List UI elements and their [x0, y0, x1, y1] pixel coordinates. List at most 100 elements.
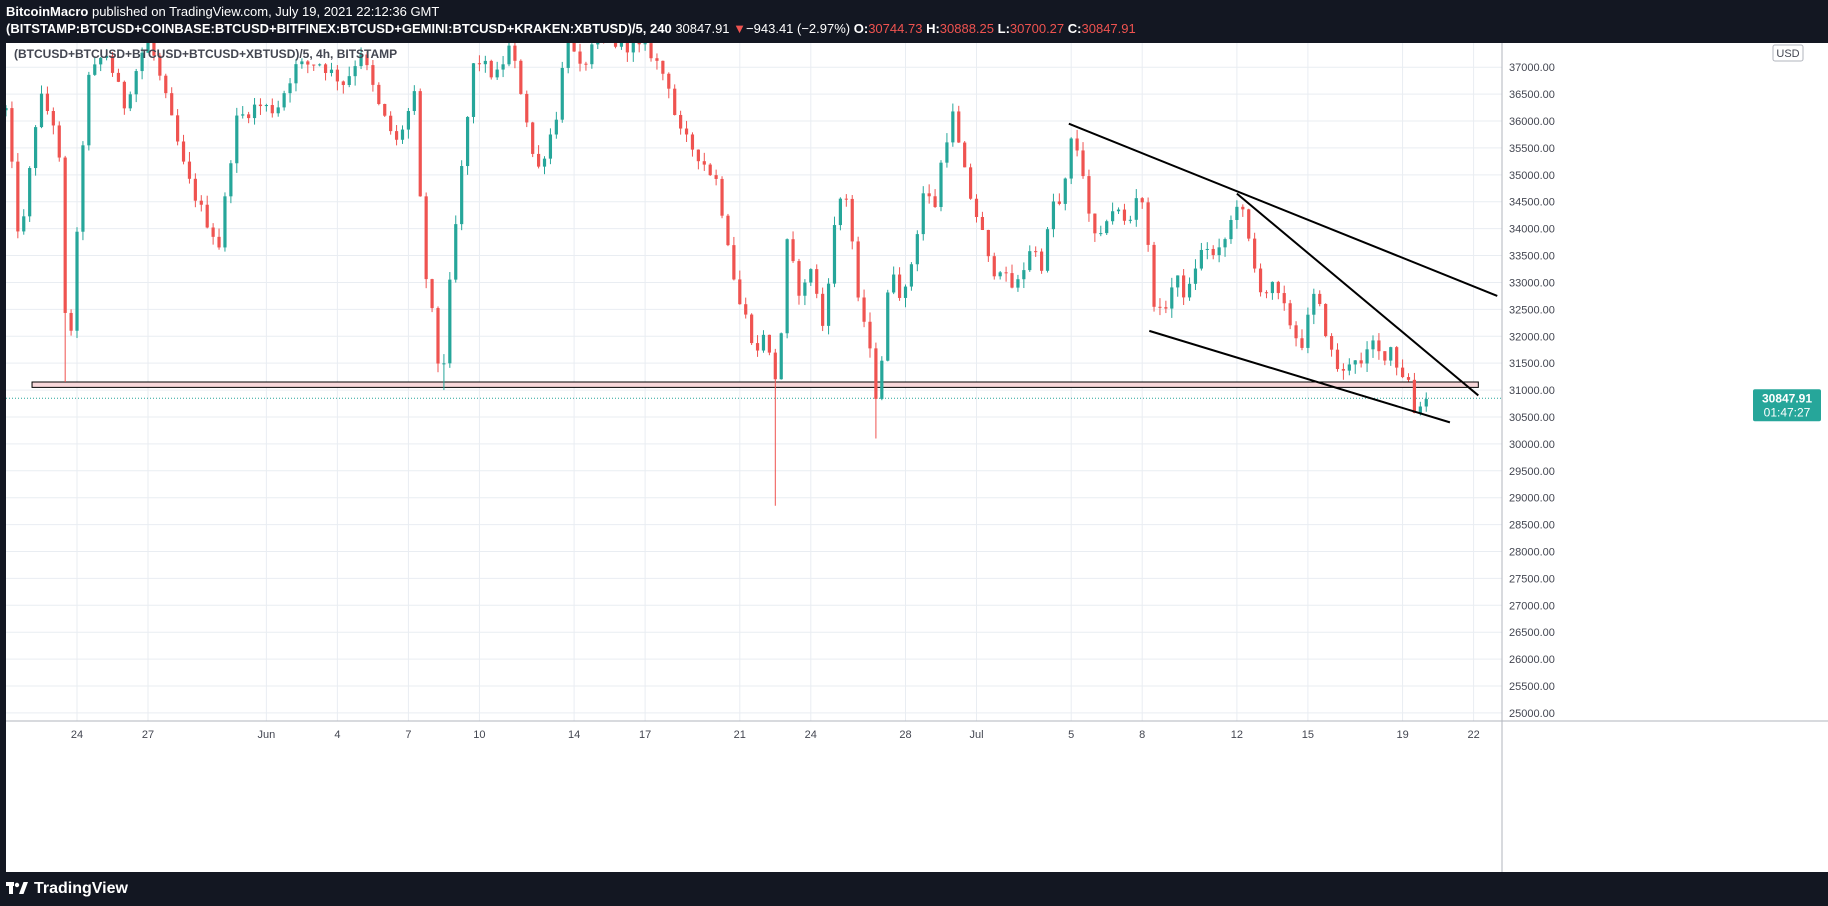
candle-body — [1229, 220, 1233, 240]
candle-body — [1045, 229, 1050, 271]
candle-body — [1258, 268, 1263, 293]
candle-body — [282, 93, 286, 108]
price-chart[interactable]: (BTCUSD+BTCUSD+BTCUSD+BTCUSD+XBTUSD)/5, … — [4, 26, 1828, 872]
candle-body — [1016, 279, 1020, 288]
candle-body — [655, 58, 659, 61]
candle-body — [1282, 293, 1286, 304]
y-tick-label: 31500.00 — [1509, 358, 1555, 370]
y-tick-label: 27500.00 — [1509, 573, 1555, 585]
candle-body — [744, 304, 748, 315]
candle-body — [886, 292, 890, 361]
candle-body — [951, 111, 955, 143]
candle-body — [933, 196, 937, 207]
candle-body — [501, 64, 505, 70]
candle-body — [590, 44, 594, 65]
candle-body — [164, 75, 168, 94]
candle-body — [1199, 249, 1203, 269]
candle-body — [673, 88, 677, 115]
candle-body — [128, 94, 132, 109]
candle-body — [247, 114, 251, 119]
time-axis[interactable]: 24 27 Jun 4 7 10 14 17 21 24 28 Jul 5 8 12 15 19 22 — [6, 720, 1828, 741]
y-tick-label: 32500.00 — [1509, 304, 1555, 316]
candle-body — [667, 73, 671, 89]
y-tick-label: 35000.00 — [1509, 170, 1555, 182]
candle-body — [1116, 209, 1121, 212]
candle-body — [708, 164, 712, 176]
candle-body — [436, 308, 440, 364]
candle-body — [785, 239, 789, 334]
candle-body — [1087, 176, 1091, 214]
y-tick-label: 27000.00 — [1509, 600, 1555, 612]
candle-body — [821, 293, 825, 326]
candle-body — [661, 60, 665, 74]
candle-body — [400, 129, 405, 140]
symbol-line: (BITSTAMP:BTCUSD+COINBASE:BTCUSD+BITFINE… — [6, 21, 1136, 36]
candle-body — [803, 282, 807, 296]
candle-body — [187, 161, 192, 179]
candle-body — [454, 224, 458, 280]
candle-body — [294, 64, 298, 84]
candle-body — [39, 93, 44, 128]
candle-body — [1294, 325, 1298, 339]
author-name[interactable]: BitcoinMacro — [6, 4, 89, 19]
candle-body — [4, 108, 8, 111]
candle-body — [1134, 198, 1138, 220]
y-tick-label: 30500.00 — [1509, 412, 1555, 424]
candle-body — [199, 200, 203, 205]
candle-body — [300, 61, 304, 65]
footer-brand[interactable]: TradingView — [6, 876, 128, 902]
y-tick-label: 37000.00 — [1509, 62, 1555, 74]
candle-body — [1312, 293, 1316, 315]
candle-body — [341, 81, 345, 85]
y-tick-label: 28500.00 — [1509, 520, 1555, 532]
candle-body — [1424, 399, 1428, 407]
candle-body — [412, 91, 416, 112]
candle-body — [28, 168, 32, 217]
support-zone[interactable] — [31, 381, 1479, 388]
candle-body — [980, 217, 985, 230]
y-tick-label: 34000.00 — [1509, 224, 1555, 236]
low-value: 30700.27 — [1009, 21, 1065, 36]
candle-body — [720, 178, 724, 216]
candle-body — [566, 39, 570, 68]
trendline-upper — [1068, 122, 1498, 297]
x-tick-label: 15 — [1302, 729, 1314, 741]
trendlines[interactable] — [1068, 122, 1498, 424]
candle-body — [1288, 303, 1292, 326]
candle-body — [1140, 198, 1144, 203]
candle-body — [1111, 211, 1115, 222]
y-tick-label: 35500.00 — [1509, 143, 1555, 155]
candle-body — [193, 178, 197, 201]
candle-body — [1223, 239, 1227, 248]
candle-body — [684, 128, 689, 135]
chart-area[interactable]: (BTCUSD+BTCUSD+BTCUSD+BTCUSD+XBTUSD)/5, … — [4, 26, 1828, 872]
candle-body — [838, 198, 842, 226]
candle-body — [637, 42, 641, 45]
open-value: 30744.73 — [868, 21, 923, 36]
high-value: 30888.25 — [939, 21, 995, 36]
candle-body — [1276, 281, 1280, 294]
y-tick-label: 25500.00 — [1509, 681, 1555, 693]
candle-body — [465, 116, 470, 167]
candle-body — [874, 348, 878, 399]
candle-body — [862, 297, 866, 322]
candle-body — [868, 321, 872, 349]
low-label: L: — [997, 21, 1010, 36]
tradingview-logo-icon — [6, 882, 28, 894]
candle-body — [1241, 206, 1245, 210]
candle-body — [963, 142, 967, 168]
x-tick-label: 12 — [1231, 729, 1243, 741]
candle-body — [1418, 406, 1422, 414]
candle-body — [406, 111, 411, 130]
candle-body — [909, 264, 914, 287]
candle-body — [424, 196, 428, 280]
price-axis[interactable]: 25000.00 25500.00 26000.00 26500.00 27000.00… — [1501, 43, 1555, 872]
change-arrow-icon: ▼ — [733, 21, 747, 36]
currency-badge[interactable]: USD — [1772, 44, 1804, 62]
candles[interactable] — [4, 26, 1428, 506]
candle-body — [809, 269, 813, 283]
candle-body — [1306, 314, 1310, 348]
symbol-legend[interactable]: (BTCUSD+BTCUSD+BTCUSD+BTCUSD+XBTUSD)/5, … — [14, 47, 397, 61]
candle-body — [10, 108, 14, 162]
candle-body — [418, 91, 422, 197]
